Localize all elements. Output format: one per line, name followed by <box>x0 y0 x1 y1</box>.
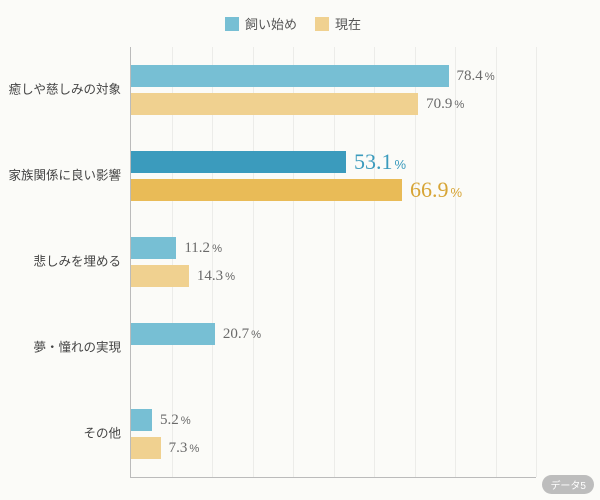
legend-item-current: 現在 <box>315 14 361 33</box>
bar-group: その他5.2%7.3% <box>131 391 536 477</box>
chart: 飼い始め 現在 癒しや慈しみの対象78.4%70.9%家族関係に良い影響53.1… <box>0 0 600 500</box>
bar-value-label: 14.3% <box>197 267 235 285</box>
legend: 飼い始め 現在 <box>0 14 586 33</box>
bar-group: 癒しや慈しみの対象78.4%70.9% <box>131 47 536 133</box>
bar-current: 7.3% <box>131 437 161 459</box>
bar-start: 20.7% <box>131 323 215 345</box>
legend-swatch-current <box>315 17 329 31</box>
bar-value-label: 53.1% <box>354 149 406 175</box>
bar-current: 70.9% <box>131 93 418 115</box>
category-label: 家族関係に良い影響 <box>1 169 131 184</box>
bar-value-label: 66.9% <box>410 177 462 203</box>
bar-value-label: 70.9% <box>426 95 464 113</box>
category-label: 癒しや慈しみの対象 <box>1 83 131 98</box>
bar-value-label: 20.7% <box>223 325 261 343</box>
bar-start: 78.4% <box>131 65 449 87</box>
bar-group: 家族関係に良い影響53.1%66.9% <box>131 133 536 219</box>
bar-start: 53.1% <box>131 151 346 173</box>
bar-current: 14.3% <box>131 265 189 287</box>
legend-label-start: 飼い始め <box>245 14 297 33</box>
bar-current: 66.9% <box>131 179 402 201</box>
gridline <box>536 47 537 477</box>
plot-area: 癒しや慈しみの対象78.4%70.9%家族関係に良い影響53.1%66.9%悲し… <box>130 47 536 478</box>
bar-group: 悲しみを埋める11.2%14.3% <box>131 219 536 305</box>
bar-value-label: 11.2% <box>184 239 222 257</box>
bar-start: 5.2% <box>131 409 152 431</box>
bar-group: 夢・憧れの実現20.7% <box>131 305 536 391</box>
category-label: 夢・憧れの実現 <box>1 341 131 356</box>
bar-value-label: 7.3% <box>169 439 200 457</box>
category-label: 悲しみを埋める <box>1 255 131 270</box>
legend-item-start: 飼い始め <box>225 14 297 33</box>
legend-label-current: 現在 <box>335 14 361 33</box>
bar-groups: 癒しや慈しみの対象78.4%70.9%家族関係に良い影響53.1%66.9%悲し… <box>131 47 536 477</box>
bar-start: 11.2% <box>131 237 176 259</box>
legend-swatch-start <box>225 17 239 31</box>
bar-value-label: 5.2% <box>160 411 191 429</box>
category-label: その他 <box>1 427 131 442</box>
data-badge: データ5 <box>542 475 594 494</box>
bar-value-label: 78.4% <box>457 67 495 85</box>
